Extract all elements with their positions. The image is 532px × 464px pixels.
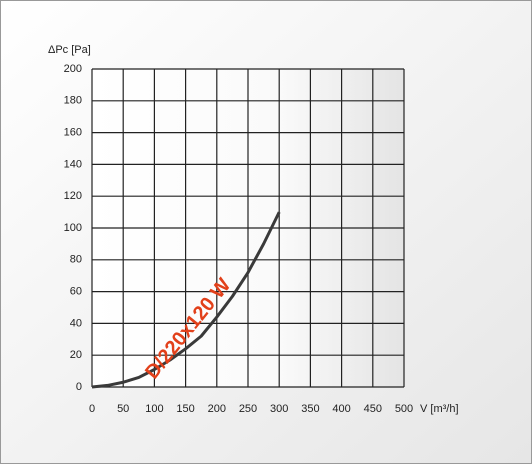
x-tick-label: 450 [364,403,382,415]
x-tick-label: 0 [89,403,95,415]
y-tick-label: 160 [64,127,82,139]
y-tick-label: 40 [70,317,82,329]
y-axis-label: ΔPc [Pa] [48,44,91,56]
y-tick-label: 20 [70,349,82,361]
x-tick-label: 200 [208,403,226,415]
y-tick-label: 120 [64,190,82,202]
y-tick-label: 140 [64,158,82,170]
y-tick-label: 180 [64,95,82,107]
x-tick-label: 150 [176,403,194,415]
curve [91,211,281,389]
x-tick-label: 100 [145,403,163,415]
y-tick-label: 80 [70,254,82,266]
x-tick-label: 50 [117,403,129,415]
y-tick-label: 200 [64,63,82,75]
y-tick-label: 60 [70,286,82,298]
x-tick-label: 300 [270,403,288,415]
x-tick-label: 350 [301,403,319,415]
x-axis-label: V [m³/h] [420,403,459,415]
x-tick-label: 500 [395,403,413,415]
x-tick-label: 400 [332,403,350,415]
x-tick-label: 250 [239,403,257,415]
y-tick-label: 100 [64,222,82,234]
y-tick-label: 0 [76,381,82,393]
